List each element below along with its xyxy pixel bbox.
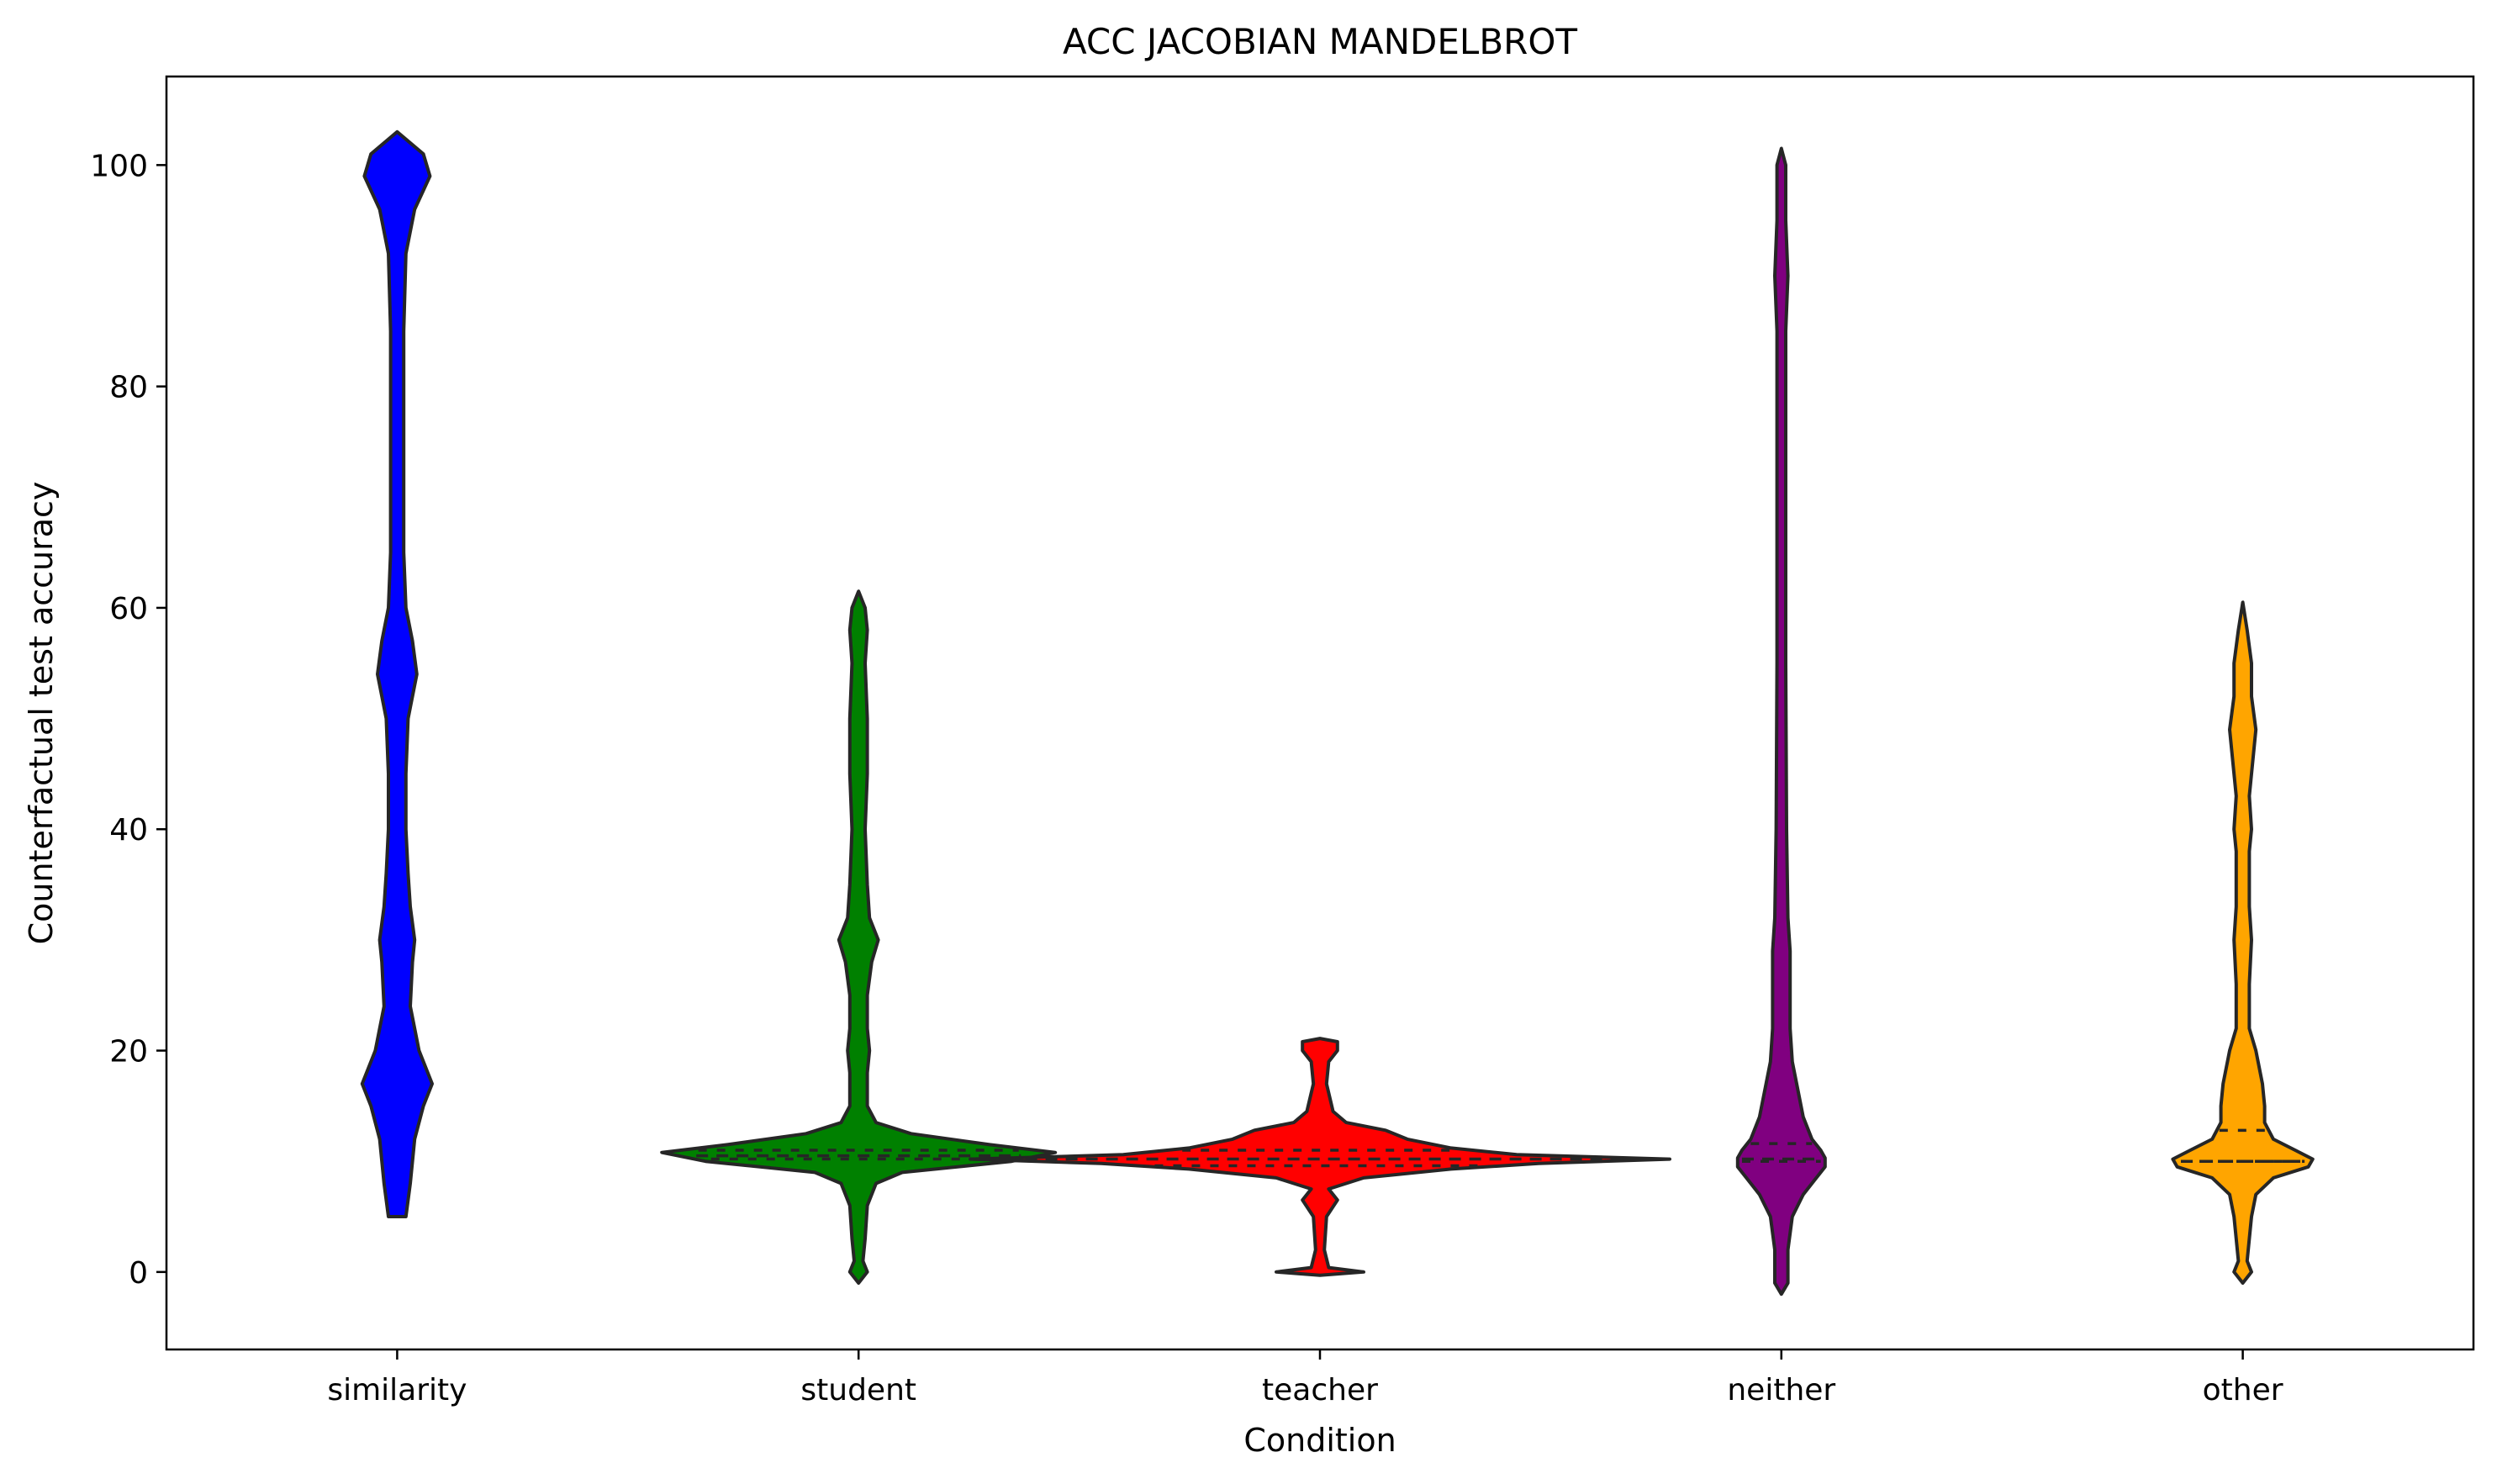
violin-similarity [360, 129, 434, 1218]
x-axis-label: Condition [1243, 1422, 1396, 1459]
y-tick-label: 40 [109, 813, 148, 848]
x-tick-label: student [800, 1373, 916, 1407]
y-tick-label: 80 [109, 371, 148, 405]
chart-title: ACC JACOBIAN MANDELBROT [1063, 21, 1577, 62]
violin-group [360, 129, 2315, 1297]
x-tick-label: similarity [327, 1373, 467, 1407]
violin-other [2171, 600, 2315, 1285]
x-axis: similarity student teacher neither other [327, 1349, 2283, 1407]
y-tick-label: 0 [129, 1256, 148, 1291]
violin-neither [1735, 146, 1827, 1297]
y-tick-label: 100 [90, 149, 148, 183]
y-tick-label: 60 [109, 592, 148, 626]
violin-teacher [969, 1037, 1671, 1277]
y-axis-label: Counterfactual test accuracy [23, 482, 60, 945]
x-tick-label: other [2203, 1373, 2283, 1407]
violin-student [660, 589, 1058, 1285]
y-tick-label: 20 [109, 1035, 148, 1069]
x-tick-label: neither [1727, 1373, 1835, 1407]
y-axis: 0 20 40 60 80 100 [90, 149, 166, 1291]
x-tick-label: teacher [1262, 1373, 1378, 1407]
